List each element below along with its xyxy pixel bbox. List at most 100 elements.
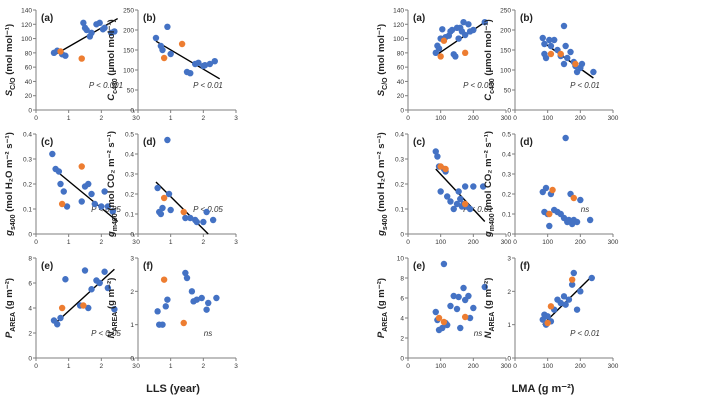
panel-10-blue-point [440, 260, 448, 268]
panel-0-y-tick-label: 60 [25, 65, 33, 72]
panel-8-blue-point [447, 198, 454, 205]
panel-9-y-axis-label: gm400 (mol CO₂ m⁻² s⁻¹) [483, 131, 496, 238]
panel-8-blue-point [461, 183, 469, 190]
panel-0-blue-point [101, 24, 108, 32]
panel-10-y-tick-label: 2 [400, 336, 404, 343]
panel-3-y-tick-label: 0.5 [125, 132, 134, 139]
panel-4-trend-line [55, 268, 115, 324]
panel-2-y-tick-label: 0.2 [23, 182, 32, 189]
panel-1-y-tick-label: 250 [123, 8, 134, 15]
panel-7-blue-point [578, 60, 586, 68]
panel-2-blue-point [109, 208, 116, 215]
panel-8-blue-point [453, 200, 461, 208]
panel-10-blue-point [447, 302, 454, 310]
panel-5-blue-point [193, 296, 200, 303]
panel-7-x-tick-label: 0 [513, 115, 517, 122]
panel-2-blue-point [60, 188, 67, 195]
panel-2-blue-point [98, 203, 105, 210]
panel-7-annotation: P < 0.01 [570, 81, 600, 90]
panel-8-blue-point [479, 183, 487, 190]
panel-2-y-axis-label: gs400 (mol H₂O m⁻² s⁻¹) [4, 132, 17, 237]
panel-6-x-tick-label: 100 [435, 115, 446, 122]
panel-7-y-tick-label: 100 [500, 68, 511, 75]
panel-10-blue-point [457, 324, 464, 332]
panel-7-y-tick-label: 150 [500, 48, 511, 55]
panel-4-y-tick-label: 8 [28, 256, 32, 263]
panel-1-y-tick-label: 0 [130, 108, 134, 115]
panel-4-annotation: P < 0.05 [91, 329, 121, 338]
panel-11-y-tick-label: 1 [507, 322, 511, 329]
panel-5-blue-point [162, 303, 169, 310]
panel-1-blue-point [195, 59, 202, 66]
panel-0-label: (a) [41, 13, 53, 24]
panel-3-y-tick-label: 0.2 [125, 192, 134, 199]
panel-1-blue-point [152, 34, 160, 42]
panel-11-blue-point [544, 313, 551, 320]
panel-10-orange-point [440, 318, 448, 326]
panel-8-x-tick-label: 0 [406, 239, 410, 246]
panel-6-y-tick-label: 60 [397, 65, 405, 72]
panel-8-orange-point [442, 165, 449, 173]
panel-2-y-tick-label: 0.1 [23, 207, 32, 214]
panel-6-blue-point [465, 21, 472, 28]
panel-3-orange-point [180, 208, 187, 216]
panel-11-annotation: P < 0.01 [570, 329, 600, 338]
panel-9-x-tick-label: 0 [513, 239, 517, 246]
panel-9-annotation: ns [581, 205, 589, 214]
panel-2-x-tick-label: 0 [34, 239, 38, 246]
panel-0-y-tick-label: 100 [21, 36, 32, 43]
panel-10-x-tick-label: 200 [468, 363, 479, 370]
panel-4-blue-point [85, 304, 92, 312]
panel-3-blue-point [203, 208, 210, 216]
panel-4-blue-point [88, 286, 95, 293]
panel-1-trend-line [155, 40, 221, 80]
panel-2-blue-point [88, 190, 95, 198]
panel-7-label: (b) [520, 13, 533, 24]
panel-6-blue-point [470, 26, 477, 34]
panel-7-y-tick-label: 0 [507, 108, 511, 115]
panel-7-blue-point [567, 48, 574, 56]
panel-11-y-tick-label: 0 [507, 356, 511, 363]
panel-9-blue-point [542, 184, 550, 192]
panel-10-blue-point [460, 284, 467, 292]
panel-11-y-tick-label: 3 [507, 256, 511, 263]
panel-5-blue-point [183, 274, 191, 282]
panel-4-y-tick-label: 0 [28, 356, 32, 363]
panel-1-blue-point [164, 23, 171, 30]
panel-8-x-tick-label: 300 [501, 239, 512, 246]
panel-0-y-tick-label: 140 [21, 8, 32, 15]
panel-8-blue-point [450, 205, 457, 213]
panel-5-annotation: ns [204, 329, 212, 338]
panel-8-blue-point [437, 188, 444, 195]
panel-10-blue-point [466, 314, 474, 322]
panel-3-blue-point [182, 214, 189, 222]
panel-8-y-axis-label: gs400 (mol H₂O m⁻² s⁻¹) [376, 132, 389, 237]
panel-1-blue-point [167, 50, 174, 58]
panel-3-trend-line [155, 181, 209, 235]
panel-5-y-axis-label: NAREA (g m⁻²) [106, 278, 119, 339]
panel-8-blue-point [470, 183, 477, 190]
panel-3-y-tick-label: 0 [130, 232, 134, 239]
panel-6-y-tick-label: 40 [397, 79, 405, 86]
panel-11-orange-point [547, 303, 555, 310]
panel-2-blue-point [49, 150, 56, 158]
panel-9-label: (d) [520, 137, 533, 148]
panel-0-blue-point [111, 28, 118, 35]
panel-1-blue-point [201, 61, 209, 69]
panel-0-blue-point [80, 19, 87, 27]
panel-0-orange-point [78, 55, 85, 62]
panel-0-x-tick-label: 2 [100, 115, 104, 122]
panel-8-blue-point [432, 148, 439, 155]
panel-2-label: (c) [41, 137, 53, 148]
panel-5-label: (f) [143, 261, 153, 272]
panel-3-blue-point [167, 206, 174, 214]
panel-10-x-tick-label: 0 [406, 363, 410, 370]
panel-2-blue-point [57, 180, 64, 188]
panel-11-blue-point [565, 296, 573, 303]
panel-10-annotation: ns [474, 329, 482, 338]
panel-6-blue-point [435, 45, 443, 52]
panel-3-y-tick-label: 0.1 [125, 212, 134, 219]
panel-1-blue-point [211, 58, 218, 65]
panel-2-blue-point [63, 203, 71, 210]
panel-3-blue-point [187, 214, 194, 222]
